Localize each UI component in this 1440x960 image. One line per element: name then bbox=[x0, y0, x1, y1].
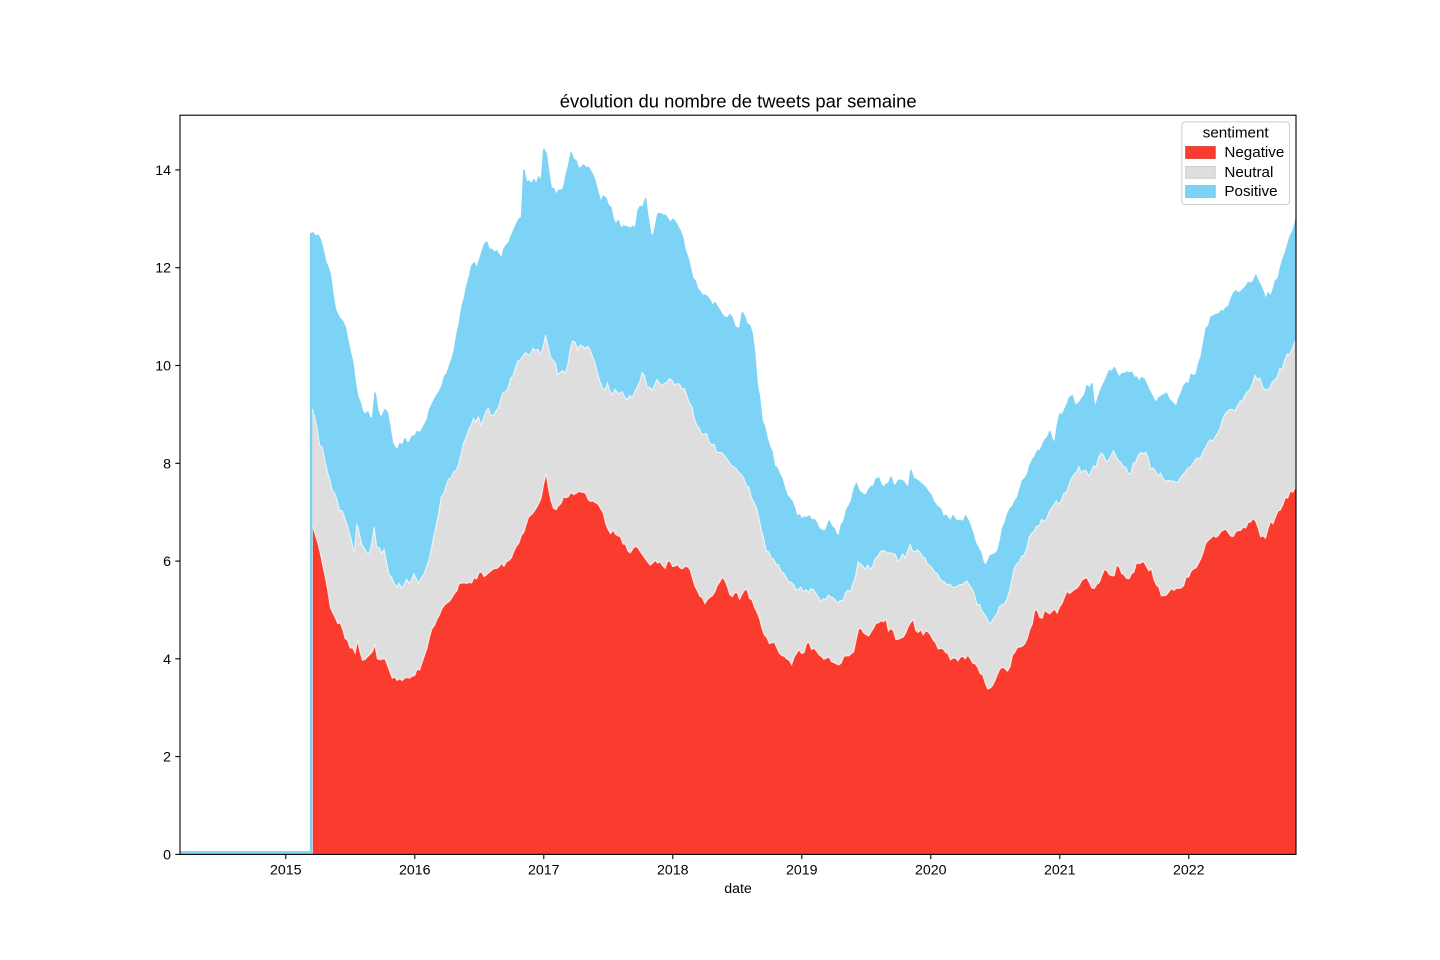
svg-text:2022: 2022 bbox=[1173, 862, 1205, 878]
svg-text:2015: 2015 bbox=[270, 862, 302, 878]
svg-text:2016: 2016 bbox=[399, 862, 431, 878]
svg-text:sentiment: sentiment bbox=[1203, 124, 1270, 141]
svg-text:2020: 2020 bbox=[915, 862, 947, 878]
svg-text:6: 6 bbox=[163, 554, 171, 570]
svg-text:4: 4 bbox=[163, 652, 171, 668]
svg-text:14: 14 bbox=[155, 163, 171, 179]
svg-text:Neutral: Neutral bbox=[1224, 164, 1273, 181]
svg-text:2021: 2021 bbox=[1044, 862, 1076, 878]
svg-text:2017: 2017 bbox=[528, 862, 560, 878]
svg-text:8: 8 bbox=[163, 456, 171, 472]
svg-text:Positive: Positive bbox=[1224, 183, 1277, 200]
svg-text:2018: 2018 bbox=[657, 862, 689, 878]
svg-text:date: date bbox=[724, 881, 752, 897]
svg-text:2: 2 bbox=[163, 750, 171, 766]
svg-text:10: 10 bbox=[155, 359, 171, 375]
svg-text:évolution du nombre de tweets: évolution du nombre de tweets par semain… bbox=[560, 90, 917, 111]
svg-text:0: 0 bbox=[163, 847, 171, 863]
svg-text:12: 12 bbox=[155, 261, 171, 277]
svg-text:2019: 2019 bbox=[786, 862, 818, 878]
svg-text:Negative: Negative bbox=[1224, 144, 1284, 161]
